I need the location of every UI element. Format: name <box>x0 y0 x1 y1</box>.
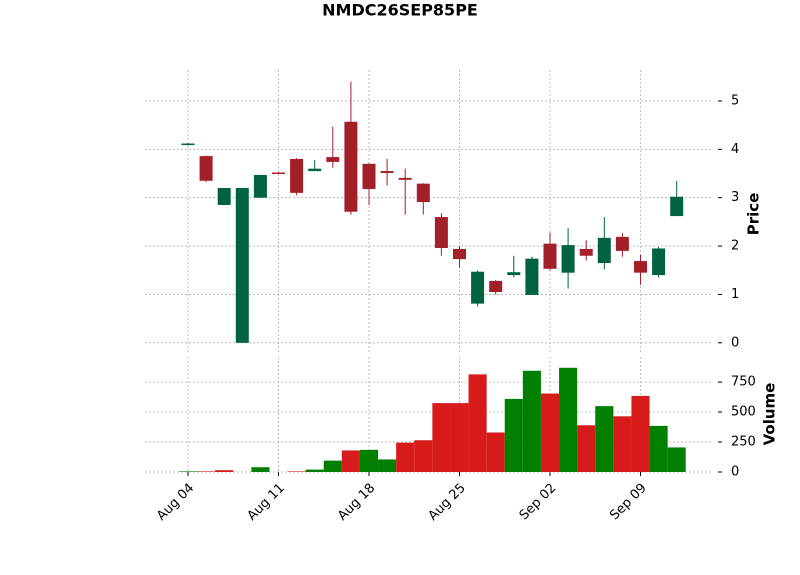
candle-body <box>272 172 285 175</box>
candle-body <box>670 196 684 217</box>
y2-tick-label: 500 <box>731 405 756 420</box>
candle-body <box>507 272 521 276</box>
volume-bar <box>540 393 560 472</box>
candle-body <box>235 188 249 343</box>
volume-bar <box>341 450 360 472</box>
x-tick-label: Aug 18 <box>335 481 378 524</box>
x-tick-label: Sep 09 <box>607 481 650 524</box>
y-tick-label: 2 <box>731 239 739 254</box>
volume-bar <box>323 460 342 472</box>
y2-tick-label: 750 <box>731 375 756 390</box>
candle-body <box>597 237 611 263</box>
y2-tick-label: 250 <box>731 435 756 450</box>
candle-body <box>543 243 557 269</box>
volume-bar <box>287 471 306 472</box>
x-tick-label: Sep 02 <box>517 481 560 524</box>
x-tick-label: Aug 25 <box>426 481 469 524</box>
candle-body <box>434 217 448 249</box>
volume-bar <box>595 406 614 472</box>
volume-bar <box>215 470 234 472</box>
y-tick-label: 0 <box>731 335 739 350</box>
candle-body <box>634 261 647 273</box>
candle-body <box>199 156 213 181</box>
y-tick-label: 1 <box>731 287 739 302</box>
chart-title: NMDC26SEP85PE <box>322 1 478 20</box>
volume-bar <box>178 471 198 472</box>
candle-body <box>398 177 412 180</box>
volume-bar <box>359 449 379 472</box>
y2-axis-label: Volume <box>761 383 779 446</box>
volume-bar <box>450 403 469 472</box>
volume-bar <box>432 403 451 472</box>
volume-bar <box>649 425 668 472</box>
x-tick-label: Aug 04 <box>154 481 197 524</box>
volume-bar <box>378 459 397 472</box>
candle-body <box>380 171 394 174</box>
candle-body <box>525 258 539 295</box>
volume-bar <box>396 442 415 472</box>
candle-body <box>181 143 195 146</box>
candle-body <box>615 236 629 251</box>
candle-body <box>579 248 593 256</box>
candle-body <box>362 163 376 189</box>
volume-bar <box>667 447 686 472</box>
volume-bar <box>613 416 632 472</box>
candle-body <box>416 183 430 203</box>
y-tick-label: 3 <box>731 190 739 205</box>
volume-bar <box>504 398 523 472</box>
candle-body <box>326 157 340 162</box>
volume-bar <box>577 425 596 472</box>
volume-bar <box>251 467 270 472</box>
y-axis-label: Price <box>745 193 763 236</box>
volume-bar <box>559 367 578 472</box>
y2-tick-label: 0 <box>731 465 739 480</box>
candle-body <box>453 248 466 260</box>
candle-body <box>344 121 358 212</box>
volume-bar <box>414 440 433 472</box>
volume-bar <box>522 370 541 472</box>
candle-body <box>290 159 304 193</box>
candle-body <box>561 245 575 273</box>
candle-body <box>489 280 503 293</box>
volume-bar <box>468 374 487 472</box>
volume-bar <box>197 471 216 472</box>
candle-body <box>217 188 231 205</box>
y-tick-label: 4 <box>731 142 739 157</box>
x-tick-label: Aug 11 <box>245 481 288 524</box>
candle-body <box>308 168 322 172</box>
candle-body <box>253 174 267 198</box>
volume-bar <box>486 432 505 472</box>
volume-bar <box>305 469 324 472</box>
volume-bar <box>631 395 650 472</box>
candle-body <box>652 248 666 276</box>
candle-body <box>471 271 485 304</box>
y-tick-label: 5 <box>731 93 739 108</box>
